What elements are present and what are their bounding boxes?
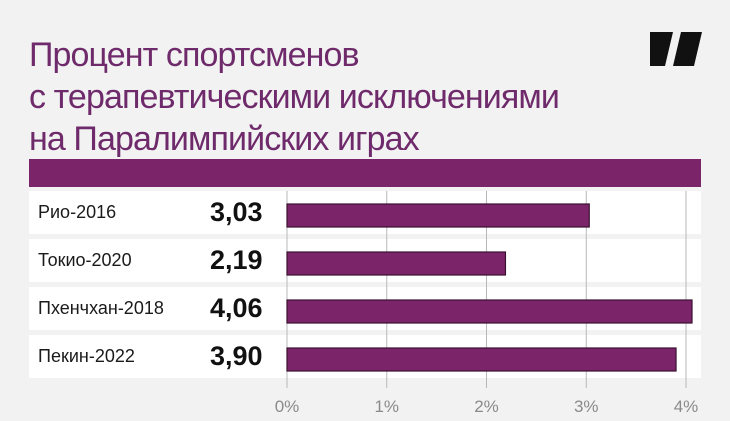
x-tick-label: 2% — [474, 397, 499, 416]
category-label: Пекин-2022 — [38, 346, 135, 366]
chart-title: Процент спортсменов с терапевтическими и… — [29, 34, 649, 160]
bar — [286, 299, 693, 324]
bar — [286, 347, 677, 372]
bar — [286, 251, 507, 276]
value-label: 2,19 — [210, 245, 263, 275]
brand-logo-icon — [650, 32, 702, 66]
chart-title-line: на Паралимпийских играх — [29, 120, 420, 158]
x-tick-label: 1% — [374, 397, 399, 416]
header-band — [29, 159, 701, 187]
x-tick-label: 3% — [574, 397, 599, 416]
x-tick-label: 0% — [275, 397, 300, 416]
chart-title-line: Процент спортсменов — [29, 36, 360, 74]
bar — [286, 203, 590, 228]
category-label: Рио-2016 — [38, 202, 116, 222]
value-label: 3,90 — [210, 341, 263, 371]
category-label: Пхенчхан-2018 — [38, 298, 164, 318]
chart-title-line: с терапевтическими исключениями — [29, 78, 560, 116]
x-tick-label: 4% — [674, 397, 699, 416]
value-label: 4,06 — [210, 293, 263, 323]
value-label: 3,03 — [210, 197, 263, 227]
category-label: Токио-2020 — [38, 250, 132, 270]
